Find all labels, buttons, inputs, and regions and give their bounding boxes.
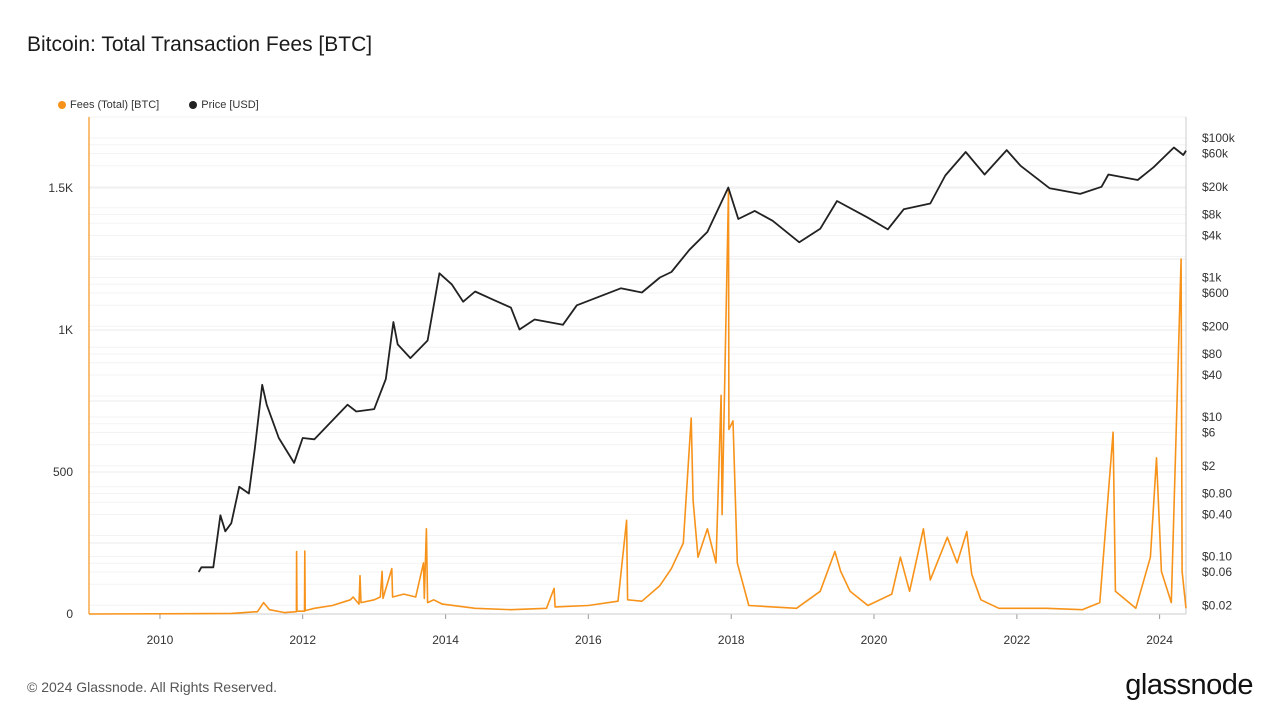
grid-layer (88, 116, 1187, 615)
right-tick-label: $100k (1202, 131, 1236, 145)
series-line-price (197, 146, 1187, 573)
right-tick-label: $200 (1202, 319, 1229, 333)
tick-label-layer: 05001K1.5K$0.02$0.06$0.10$0.40$0.80$2$6$… (48, 131, 1235, 647)
right-tick-label: $2 (1202, 459, 1216, 473)
left-tick-label: 1.5K (48, 181, 73, 195)
right-tick-label: $80 (1202, 347, 1222, 361)
x-tick-label: 2018 (718, 633, 745, 647)
right-tick-label: $0.02 (1202, 598, 1232, 612)
x-tick-label: 2020 (861, 633, 888, 647)
series-line-fees (88, 190, 1187, 615)
chart-legend: Fees (Total) [BTC] Price [USD] (58, 99, 259, 111)
x-tick-label: 2010 (147, 633, 174, 647)
right-tick-label: $20k (1202, 180, 1229, 194)
right-tick-label: $0.06 (1202, 565, 1232, 579)
right-tick-label: $10 (1202, 410, 1222, 424)
right-tick-label: $40 (1202, 368, 1222, 382)
left-tick-label: 1K (58, 323, 73, 337)
x-tick-label: 2022 (1004, 633, 1031, 647)
right-tick-label: $0.80 (1202, 487, 1232, 501)
right-tick-label: $60k (1202, 146, 1229, 160)
x-tick-label: 2012 (289, 633, 316, 647)
x-tick-label: 2016 (575, 633, 602, 647)
brand-logo: glassnode (1125, 669, 1253, 701)
right-tick-label: $600 (1202, 286, 1229, 300)
legend-label-price: Price [USD] (201, 99, 259, 111)
right-tick-label: $0.10 (1202, 550, 1232, 564)
right-tick-label: $0.40 (1202, 508, 1232, 522)
legend-item-price[interactable]: Price [USD] (189, 99, 259, 111)
left-tick-label: 500 (53, 465, 73, 479)
legend-dot-fees (58, 101, 66, 109)
plot-frame (88, 116, 1187, 615)
legend-dot-price (189, 101, 198, 109)
x-tick-label: 2024 (1146, 633, 1173, 647)
copyright-footer: © 2024 Glassnode. All Rights Reserved. (27, 679, 278, 695)
x-tick-label: 2014 (432, 633, 459, 647)
chart-title: Bitcoin: Total Transaction Fees [BTC] (27, 33, 373, 56)
right-tick-label: $1k (1202, 271, 1222, 285)
right-tick-label: $8k (1202, 208, 1222, 222)
right-tick-label: $6 (1202, 425, 1216, 439)
legend-label-fees: Fees (Total) [BTC] (70, 99, 160, 111)
right-tick-label: $4k (1202, 229, 1222, 243)
legend-item-fees[interactable]: Fees (Total) [BTC] (58, 99, 159, 111)
series-layer (88, 146, 1187, 615)
left-tick-label: 0 (66, 607, 73, 621)
axis-layer (88, 117, 1187, 619)
